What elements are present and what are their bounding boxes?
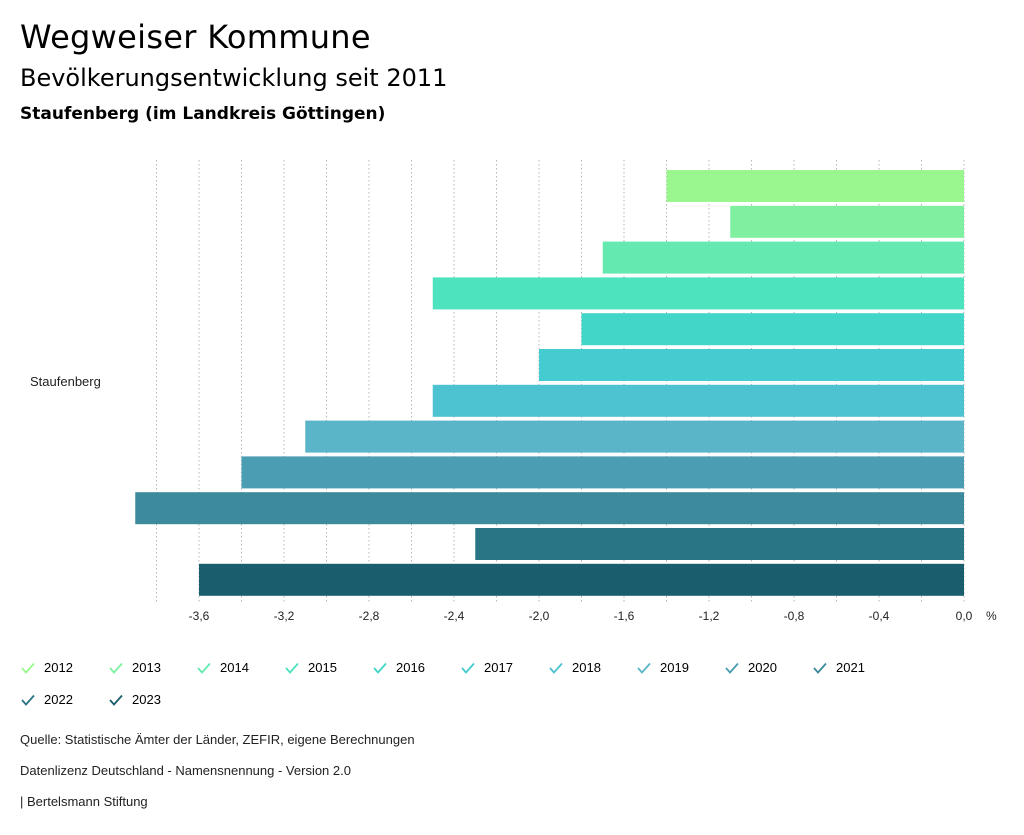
legend-item-2023[interactable]: 2023 xyxy=(108,690,161,710)
x-tick-label: -2,8 xyxy=(359,609,380,623)
check-icon xyxy=(549,662,563,674)
x-axis-unit: % xyxy=(986,609,997,623)
check-icon xyxy=(21,662,35,674)
legend-item-2014[interactable]: 2014 xyxy=(196,658,249,678)
bar-2020 xyxy=(241,456,964,489)
legend-item-2012[interactable]: 2012 xyxy=(20,658,73,678)
legend-item-2022[interactable]: 2022 xyxy=(20,690,73,710)
x-tick-label: -2,0 xyxy=(529,609,550,623)
license-note: Datenlizenz Deutschland - Namensnennung … xyxy=(20,763,351,778)
legend-item-2015[interactable]: 2015 xyxy=(284,658,337,678)
x-tick-label: 0,0 xyxy=(956,609,973,623)
check-mark xyxy=(461,662,475,674)
legend-item-2017[interactable]: 2017 xyxy=(460,658,513,678)
legend-label: 2013 xyxy=(132,660,161,675)
region-label: Staufenberg (im Landkreis Göttingen) xyxy=(20,104,386,124)
check-icon xyxy=(197,662,211,674)
check-mark xyxy=(813,662,827,674)
legend-label: 2015 xyxy=(308,660,337,675)
legend-item-2020[interactable]: 2020 xyxy=(724,658,777,678)
check-mark xyxy=(21,662,35,674)
legend-label: 2019 xyxy=(660,660,689,675)
bar-2019 xyxy=(305,420,964,453)
category-label: Staufenberg xyxy=(30,374,101,389)
x-tick-label: -3,2 xyxy=(274,609,295,623)
check-mark xyxy=(637,662,651,674)
legend-label: 2017 xyxy=(484,660,513,675)
check-icon xyxy=(285,662,299,674)
check-icon xyxy=(373,662,387,674)
check-mark xyxy=(549,662,563,674)
bar-2017 xyxy=(539,349,964,381)
legend-label: 2021 xyxy=(836,660,865,675)
x-tick-label: -3,6 xyxy=(189,609,210,623)
check-icon xyxy=(637,662,651,674)
bar-2015 xyxy=(432,277,964,310)
check-mark xyxy=(197,662,211,674)
legend-item-2018[interactable]: 2018 xyxy=(548,658,601,678)
bar-2014 xyxy=(602,241,964,274)
bar-chart: -3,6 -3,2 -2,8 -2,4 -2,0 -1,6 -1,2 -0,8 -0,4 0,0%… xyxy=(30,160,997,623)
legend-label: 2016 xyxy=(396,660,425,675)
check-icon xyxy=(109,662,123,674)
check-icon xyxy=(461,662,475,674)
bar-2022 xyxy=(475,528,964,560)
bar-2023 xyxy=(199,563,964,596)
check-icon xyxy=(109,694,123,706)
check-mark xyxy=(109,694,123,706)
page-title: Wegweiser Kommune xyxy=(20,18,371,56)
x-tick-label: -1,6 xyxy=(614,609,635,623)
check-icon xyxy=(813,662,827,674)
bar-2012 xyxy=(666,170,964,202)
legend-label: 2023 xyxy=(132,692,161,707)
legend-item-2013[interactable]: 2013 xyxy=(108,658,161,678)
credit-note: | Bertelsmann Stiftung xyxy=(20,794,148,809)
bar-2016 xyxy=(581,313,964,346)
legend-label: 2020 xyxy=(748,660,777,675)
chart-subtitle: Bevölkerungsentwicklung seit 2011 xyxy=(20,64,448,92)
x-tick-label: -0,4 xyxy=(869,609,890,623)
legend-label: 2018 xyxy=(572,660,601,675)
check-mark xyxy=(373,662,387,674)
legend-item-2021[interactable]: 2021 xyxy=(812,658,865,678)
legend-item-2016[interactable]: 2016 xyxy=(372,658,425,678)
check-mark xyxy=(109,662,123,674)
legend-item-2019[interactable]: 2019 xyxy=(636,658,689,678)
bar-2021 xyxy=(135,492,964,525)
check-icon xyxy=(21,694,35,706)
bar-2013 xyxy=(730,205,964,238)
check-mark xyxy=(285,662,299,674)
check-icon xyxy=(725,662,739,674)
x-tick-label: -2,4 xyxy=(444,609,465,623)
x-tick-label: -1,2 xyxy=(699,609,720,623)
legend-label: 2012 xyxy=(44,660,73,675)
legend-label: 2014 xyxy=(220,660,249,675)
check-mark xyxy=(725,662,739,674)
source-note: Quelle: Statistische Ämter der Länder, Z… xyxy=(20,732,415,747)
legend-label: 2022 xyxy=(44,692,73,707)
bar-2018 xyxy=(432,384,964,417)
check-mark xyxy=(21,694,35,706)
x-tick-label: -0,8 xyxy=(784,609,805,623)
